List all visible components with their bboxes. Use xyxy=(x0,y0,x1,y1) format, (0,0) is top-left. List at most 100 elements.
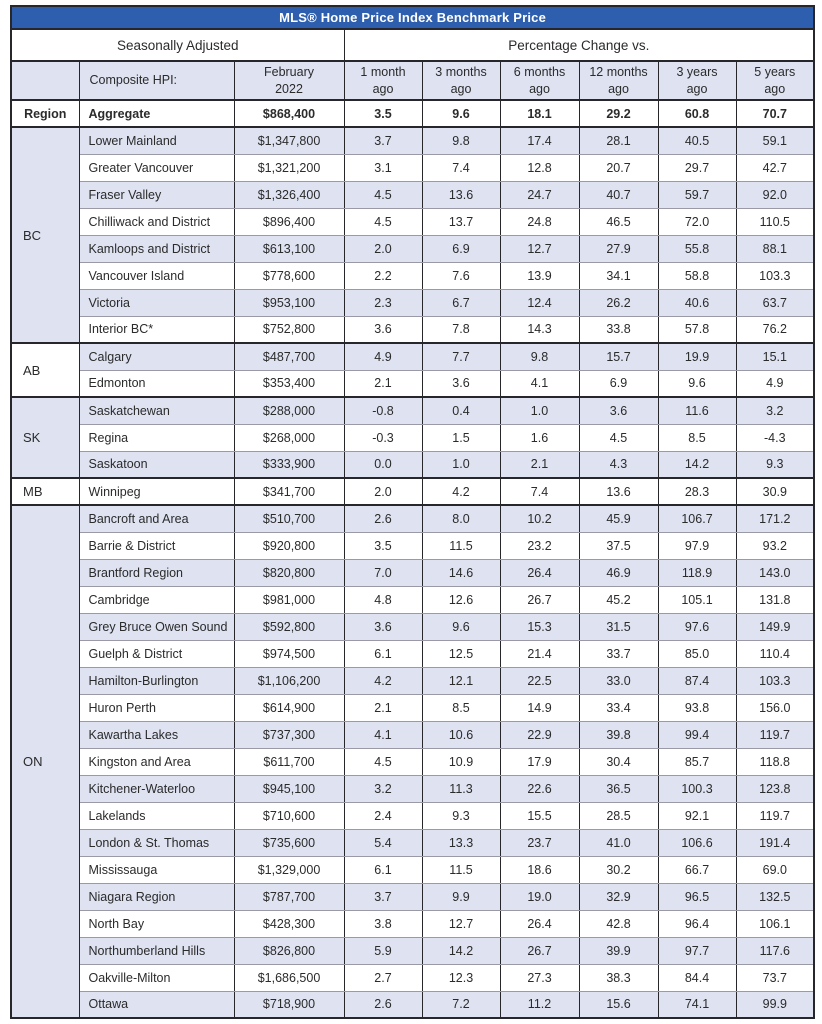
price-cell: $333,900 xyxy=(233,450,345,479)
change-cell: 20.7 xyxy=(578,153,659,182)
change-cell: 7.4 xyxy=(499,477,580,506)
price-cell: $288,000 xyxy=(233,396,345,425)
table-row: Mississauga $1,329,000 6.1 11.5 18.6 30.2 66.7… xyxy=(11,855,815,884)
area-cell: Grey Bruce Owen Sound xyxy=(78,612,235,641)
change-cell: 8.0 xyxy=(421,504,501,533)
price-cell: $1,321,200 xyxy=(233,153,345,182)
period-header: February 2022 xyxy=(233,60,345,101)
price-cell: $1,329,000 xyxy=(233,855,345,884)
change-cell: 26.4 xyxy=(499,909,580,938)
change-cell: 7.7 xyxy=(421,342,501,371)
table-row: Kamloops and District $613,100 2.0 6.9 12.7 2… xyxy=(11,234,815,263)
change-cell: -0.8 xyxy=(343,396,423,425)
change-cell: 3.6 xyxy=(421,369,501,398)
change-cell: 11.5 xyxy=(421,855,501,884)
change-cell: 119.7 xyxy=(735,801,815,830)
area-cell: Northumberland Hills xyxy=(78,936,235,965)
change-cell: 12.8 xyxy=(499,153,580,182)
change-column-header-4: 12 months ago xyxy=(578,60,659,101)
change-cell: 7.4 xyxy=(421,153,501,182)
change-cell: 12.5 xyxy=(421,639,501,668)
change-cell: 34.1 xyxy=(578,261,659,290)
area-cell: Oakville-Milton xyxy=(78,963,235,992)
change-cell: 1.6 xyxy=(499,423,580,452)
change-cell: 2.2 xyxy=(343,261,423,290)
change-cell: 6.9 xyxy=(578,369,659,398)
change-cell: 131.8 xyxy=(735,585,815,614)
change-cell: 14.9 xyxy=(499,693,580,722)
column-header-row: Composite HPI: February 2022 1 month ago… xyxy=(10,60,815,101)
change-cell: 6.9 xyxy=(421,234,501,263)
change-cell: 46.5 xyxy=(578,207,659,236)
change-cell: 72.0 xyxy=(657,207,737,236)
price-cell: $353,400 xyxy=(233,369,345,398)
change-cell: 149.9 xyxy=(735,612,815,641)
change-cell: 4.9 xyxy=(343,342,423,371)
change-cell: 40.7 xyxy=(578,180,659,209)
change-cell: 3.6 xyxy=(343,612,423,641)
area-cell: Bancroft and Area xyxy=(78,504,235,533)
change-cell: 38.3 xyxy=(578,963,659,992)
change-cell: 97.7 xyxy=(657,936,737,965)
region-cell-on: ON xyxy=(10,504,80,1019)
change-column-header-1: 1 month ago xyxy=(343,60,423,101)
change-cell: 24.7 xyxy=(499,180,580,209)
change-cell: 42.8 xyxy=(578,909,659,938)
change-cell: 26.7 xyxy=(499,585,580,614)
area-cell: Brantford Region xyxy=(78,558,235,587)
change-cell: 10.6 xyxy=(421,720,501,749)
aggregate-change-3y: 60.8 xyxy=(657,99,737,128)
region-column-label: Region xyxy=(10,99,80,128)
change-cell: 191.4 xyxy=(735,828,815,857)
table-row: MB Winnipeg $341,700 2.0 4.2 7.4 13.6 28.3 30.9 xyxy=(10,477,815,506)
change-cell: 74.1 xyxy=(657,990,737,1019)
change-cell: 2.7 xyxy=(343,963,423,992)
change-cell: 66.7 xyxy=(657,855,737,884)
change-cell: 11.2 xyxy=(499,990,580,1019)
percentage-change-header: Percentage Change vs. xyxy=(343,28,815,62)
change-cell: 13.6 xyxy=(421,180,501,209)
change-cell: 15.1 xyxy=(735,342,815,371)
change-cell: 106.7 xyxy=(657,504,737,533)
change-cell: 26.2 xyxy=(578,288,659,317)
change-cell: 28.3 xyxy=(657,477,737,506)
table-title-bar: MLS® Home Price Index Benchmark Price xyxy=(9,5,816,30)
price-cell: $981,000 xyxy=(233,585,345,614)
area-cell: Guelph & District xyxy=(78,639,235,668)
price-cell: $718,900 xyxy=(233,990,345,1019)
change-cell: 31.5 xyxy=(578,612,659,641)
change-cell: 39.8 xyxy=(578,720,659,749)
change-cell: 22.6 xyxy=(499,774,580,803)
change-cell: 99.4 xyxy=(657,720,737,749)
area-cell: Kitchener-Waterloo xyxy=(78,774,235,803)
change-cell: 5.9 xyxy=(343,936,423,965)
hpi-table: MLS® Home Price Index Benchmark Price Se… xyxy=(9,5,816,1019)
change-cell: 15.3 xyxy=(499,612,580,641)
area-cell: Edmonton xyxy=(78,369,235,398)
change-cell: 15.5 xyxy=(499,801,580,830)
change-cell: 19.9 xyxy=(657,342,737,371)
change-cell: 4.5 xyxy=(343,747,423,776)
change-cell: 9.8 xyxy=(421,126,501,155)
aggregate-name: Aggregate xyxy=(78,99,235,128)
change-cell: 22.9 xyxy=(499,720,580,749)
change-cell: 30.9 xyxy=(735,477,815,506)
change-cell: 14.3 xyxy=(499,315,580,344)
change-cell: 58.8 xyxy=(657,261,737,290)
table-row: Interior BC* $752,800 3.6 7.8 14.3 33.8 57.8 76… xyxy=(11,315,815,344)
price-cell: $820,800 xyxy=(233,558,345,587)
change-cell: 13.9 xyxy=(499,261,580,290)
table-row: Greater Vancouver $1,321,200 3.1 7.4 12.8 20.… xyxy=(11,153,815,182)
table-row: SK Saskatchewan $288,000 -0.8 0.4 1.0 3.6 11.6 3… xyxy=(10,396,815,479)
change-cell: 57.8 xyxy=(657,315,737,344)
price-cell: $592,800 xyxy=(233,612,345,641)
change-cell: 3.7 xyxy=(343,882,423,911)
area-cell: Hamilton-Burlington xyxy=(78,666,235,695)
area-cell: Barrie & District xyxy=(78,531,235,560)
change-cell: 100.3 xyxy=(657,774,737,803)
aggregate-change-3m: 9.6 xyxy=(421,99,501,128)
area-cell: North Bay xyxy=(78,909,235,938)
change-cell: 2.3 xyxy=(343,288,423,317)
change-cell: 7.8 xyxy=(421,315,501,344)
